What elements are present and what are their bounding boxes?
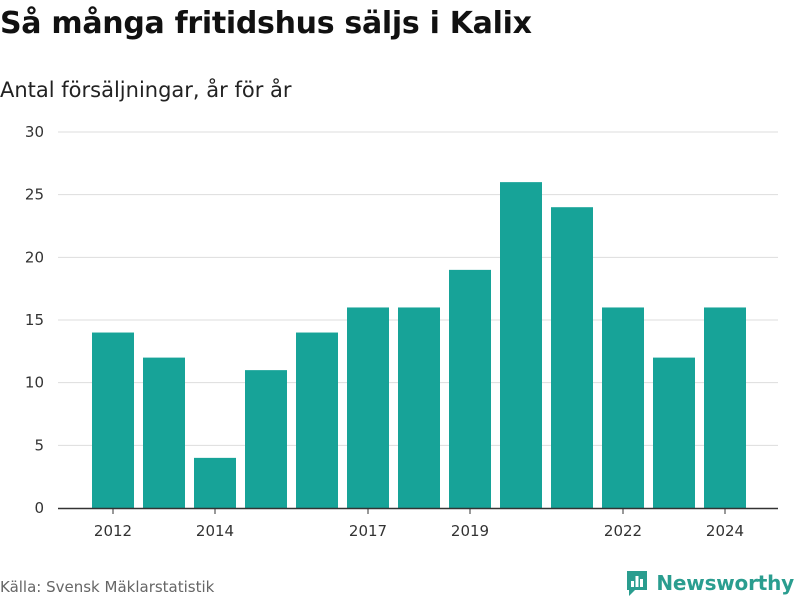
x-tick-label: 2022 xyxy=(604,522,642,540)
bar xyxy=(296,332,338,508)
y-tick-label: 30 xyxy=(25,123,44,141)
chart-subtitle: Antal försäljningar, år för år xyxy=(0,78,292,102)
chart-title: Så många fritidshus säljs i Kalix xyxy=(0,6,532,41)
bar xyxy=(704,307,746,508)
y-tick-label: 10 xyxy=(25,374,44,392)
bar xyxy=(92,332,134,508)
bar-chart-logo-icon xyxy=(627,571,648,596)
bar xyxy=(245,370,287,508)
brand-logo[interactable]: Newsworthy xyxy=(625,569,794,597)
bar xyxy=(398,307,440,508)
y-tick-label: 5 xyxy=(34,436,44,454)
x-tick-label: 2024 xyxy=(706,522,744,540)
x-tick-label: 2017 xyxy=(349,522,387,540)
bar xyxy=(347,307,389,508)
x-tick-label: 2014 xyxy=(196,522,234,540)
bar xyxy=(551,207,593,508)
y-tick-label: 15 xyxy=(25,311,44,329)
bar xyxy=(653,357,695,508)
source-note: Källa: Svensk Mäklarstatistik xyxy=(0,578,215,596)
bar xyxy=(449,269,491,508)
y-tick-label: 0 xyxy=(34,499,44,517)
bar xyxy=(500,182,542,508)
x-tick-label: 2012 xyxy=(94,522,132,540)
bar xyxy=(143,357,185,508)
brand-name: Newsworthy xyxy=(656,571,794,595)
x-tick-label: 2019 xyxy=(451,522,489,540)
bar xyxy=(194,457,236,508)
y-tick-label: 20 xyxy=(25,248,44,266)
y-tick-label: 25 xyxy=(25,186,44,204)
bar xyxy=(602,307,644,508)
